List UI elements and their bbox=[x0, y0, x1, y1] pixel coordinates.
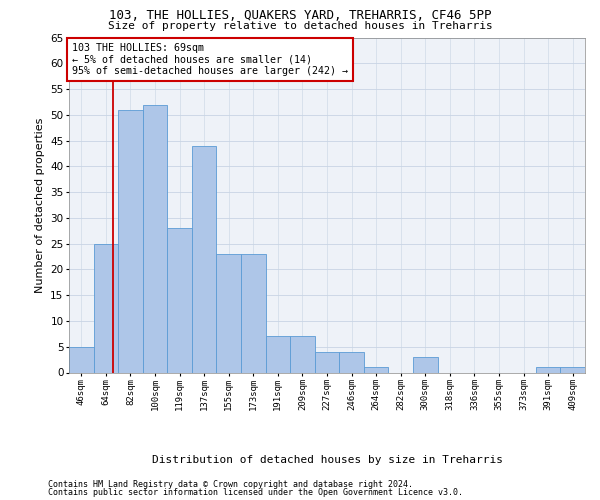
Bar bbox=[167, 228, 192, 372]
Bar bbox=[364, 368, 388, 372]
Bar bbox=[241, 254, 266, 372]
Bar bbox=[339, 352, 364, 372]
Text: Contains HM Land Registry data © Crown copyright and database right 2024.: Contains HM Land Registry data © Crown c… bbox=[48, 480, 413, 489]
Bar bbox=[192, 146, 217, 372]
Bar bbox=[266, 336, 290, 372]
Y-axis label: Number of detached properties: Number of detached properties bbox=[35, 118, 44, 292]
Bar bbox=[413, 357, 437, 372]
Bar bbox=[69, 346, 94, 372]
Bar bbox=[143, 104, 167, 372]
X-axis label: Distribution of detached houses by size in Treharris: Distribution of detached houses by size … bbox=[151, 455, 503, 465]
Bar bbox=[560, 368, 585, 372]
Text: 103 THE HOLLIES: 69sqm
← 5% of detached houses are smaller (14)
95% of semi-deta: 103 THE HOLLIES: 69sqm ← 5% of detached … bbox=[71, 42, 347, 76]
Bar bbox=[290, 336, 315, 372]
Bar bbox=[118, 110, 143, 372]
Text: 103, THE HOLLIES, QUAKERS YARD, TREHARRIS, CF46 5PP: 103, THE HOLLIES, QUAKERS YARD, TREHARRI… bbox=[109, 9, 491, 22]
Bar bbox=[536, 368, 560, 372]
Bar bbox=[315, 352, 339, 372]
Text: Size of property relative to detached houses in Treharris: Size of property relative to detached ho… bbox=[107, 21, 493, 31]
Bar bbox=[94, 244, 118, 372]
Text: Contains public sector information licensed under the Open Government Licence v3: Contains public sector information licen… bbox=[48, 488, 463, 497]
Bar bbox=[217, 254, 241, 372]
